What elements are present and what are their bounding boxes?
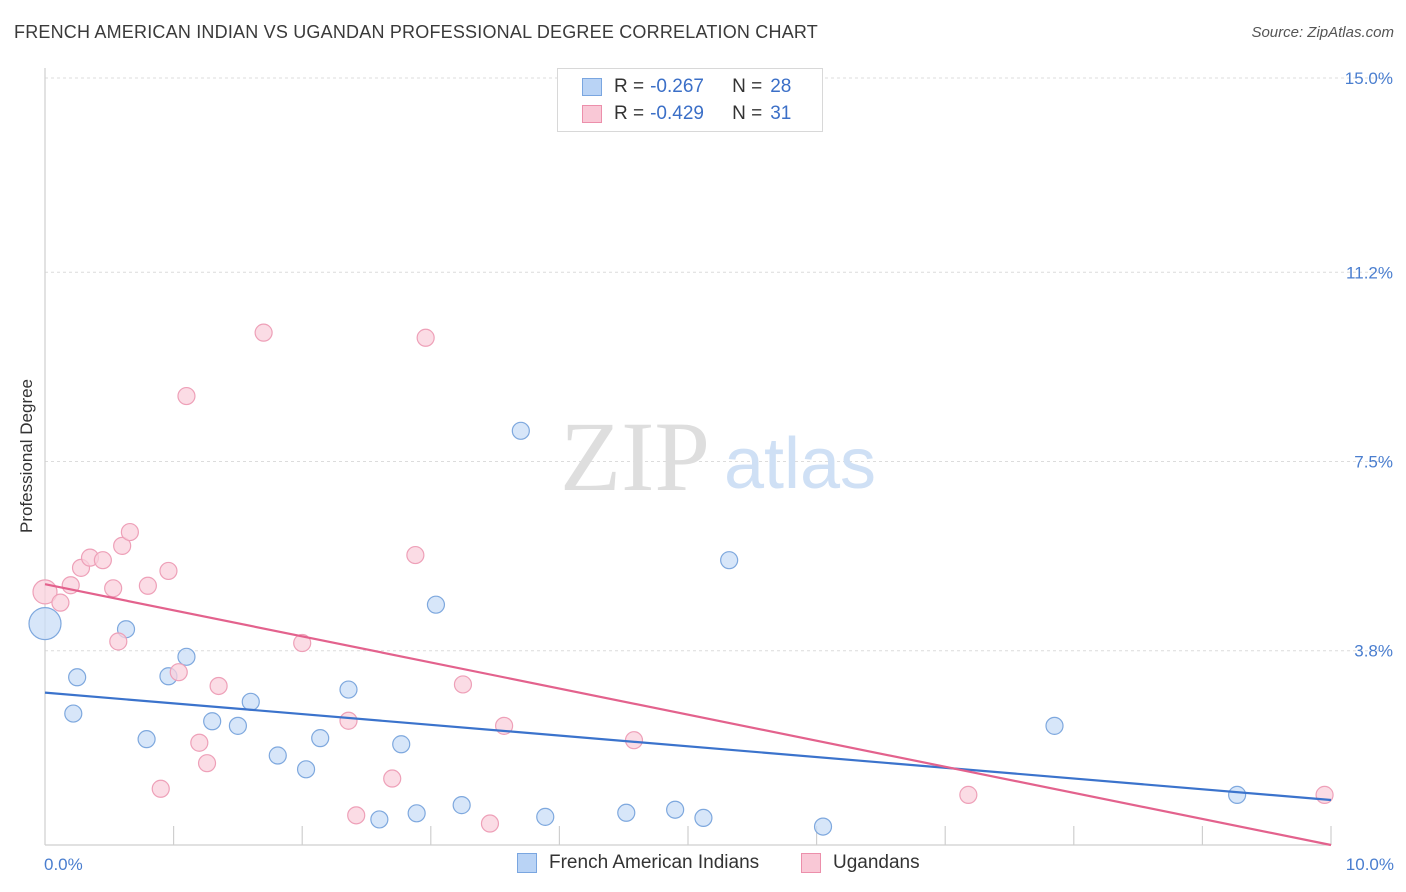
- data-point: [1228, 785, 1247, 804]
- data-point: [959, 785, 978, 804]
- data-point: [203, 712, 222, 731]
- legend-n-label: N =: [732, 103, 763, 124]
- data-point: [624, 731, 644, 750]
- series-layer: [28, 323, 1334, 847]
- legend-label: Ugandans: [833, 852, 920, 873]
- data-point: [536, 807, 555, 826]
- data-point: [311, 729, 330, 748]
- data-point: [109, 632, 128, 651]
- data-point: [666, 800, 685, 819]
- watermark: ZIP atlas: [560, 401, 876, 512]
- legend-r-value: -0.267: [650, 76, 704, 97]
- data-point: [392, 735, 411, 754]
- data-point: [151, 779, 170, 798]
- data-point: [113, 536, 132, 555]
- data-point: [406, 545, 425, 565]
- data-point: [254, 323, 273, 342]
- data-point: [159, 561, 178, 581]
- y-tick-label: 7.5%: [1354, 453, 1393, 472]
- data-point: [177, 386, 196, 406]
- data-point: [453, 675, 473, 694]
- data-point: [120, 522, 139, 542]
- watermark-atlas: atlas: [724, 424, 876, 504]
- data-point: [51, 593, 70, 612]
- legend-r-label: R =: [614, 103, 645, 124]
- y-tick-label: 15.0%: [1345, 69, 1393, 88]
- x-tick-label: 0.0%: [44, 855, 83, 874]
- trend-line-french-american-indians: [44, 691, 1332, 802]
- data-point: [452, 796, 471, 815]
- legend-n-value: 28: [770, 76, 792, 97]
- data-point: [296, 760, 316, 779]
- grid-lines: [45, 77, 1390, 652]
- legend-item-ugandans: Ugandans: [801, 852, 920, 874]
- data-point: [293, 633, 312, 653]
- data-point: [511, 421, 530, 440]
- series-ugandans: [32, 323, 1334, 833]
- legend-n-label: N =: [732, 76, 763, 97]
- series-legend: French American Indians Ugandans: [0, 852, 1406, 878]
- data-point: [28, 606, 62, 641]
- data-point: [383, 769, 402, 788]
- data-point: [197, 754, 217, 773]
- data-point: [209, 676, 228, 696]
- data-point: [617, 803, 636, 822]
- data-point: [407, 804, 426, 823]
- chart-title: FRENCH AMERICAN INDIAN VS UGANDAN PROFES…: [14, 22, 818, 42]
- data-point: [93, 551, 112, 570]
- data-point: [339, 711, 358, 730]
- x-tick-label: 10.0%: [1346, 855, 1394, 874]
- data-point: [268, 746, 287, 765]
- data-point: [480, 814, 500, 833]
- data-point: [339, 680, 358, 699]
- watermark-zip: ZIP: [560, 401, 710, 512]
- data-point: [138, 576, 157, 595]
- data-point: [720, 551, 739, 570]
- data-point: [169, 663, 188, 682]
- data-point: [416, 328, 435, 347]
- data-point: [64, 704, 83, 723]
- data-point: [347, 806, 366, 825]
- data-point: [426, 595, 446, 614]
- correlation-legend: R = -0.267 N = 28 R = -0.429 N = 31: [557, 68, 823, 132]
- legend-row-ugandans: R = -0.429 N = 31: [582, 102, 791, 126]
- legend-item-french-american-indians: French American Indians: [517, 852, 759, 874]
- data-point: [241, 692, 260, 711]
- legend-row-french-american-indians: R = -0.267 N = 28: [582, 75, 791, 99]
- tick-labels: 3.8% 7.5% 11.2% 15.0% 0.0% 10.0%: [44, 69, 1394, 874]
- legend-swatch-blue: [517, 853, 537, 873]
- data-point: [104, 579, 123, 598]
- data-point: [137, 730, 156, 749]
- y-tick-label: 11.2%: [1346, 263, 1393, 282]
- legend-label: French American Indians: [549, 852, 760, 873]
- data-point: [68, 668, 87, 687]
- y-tick-label: 3.8%: [1354, 642, 1393, 661]
- legend-n-value: 31: [770, 103, 792, 124]
- data-point: [813, 817, 833, 836]
- data-point: [190, 733, 209, 752]
- legend-swatch-pink: [582, 105, 602, 123]
- data-point: [1045, 716, 1064, 735]
- data-point: [694, 808, 713, 827]
- source-label: Source: ZipAtlas.com: [1251, 24, 1394, 41]
- trend-line-ugandans: [44, 583, 1332, 847]
- data-point: [370, 810, 389, 829]
- data-point: [228, 716, 247, 735]
- legend-r-value: -0.429: [650, 103, 704, 124]
- legend-swatch-pink: [801, 853, 821, 873]
- legend-swatch-blue: [582, 78, 602, 96]
- data-point: [177, 647, 196, 666]
- legend-r-label: R =: [614, 76, 645, 97]
